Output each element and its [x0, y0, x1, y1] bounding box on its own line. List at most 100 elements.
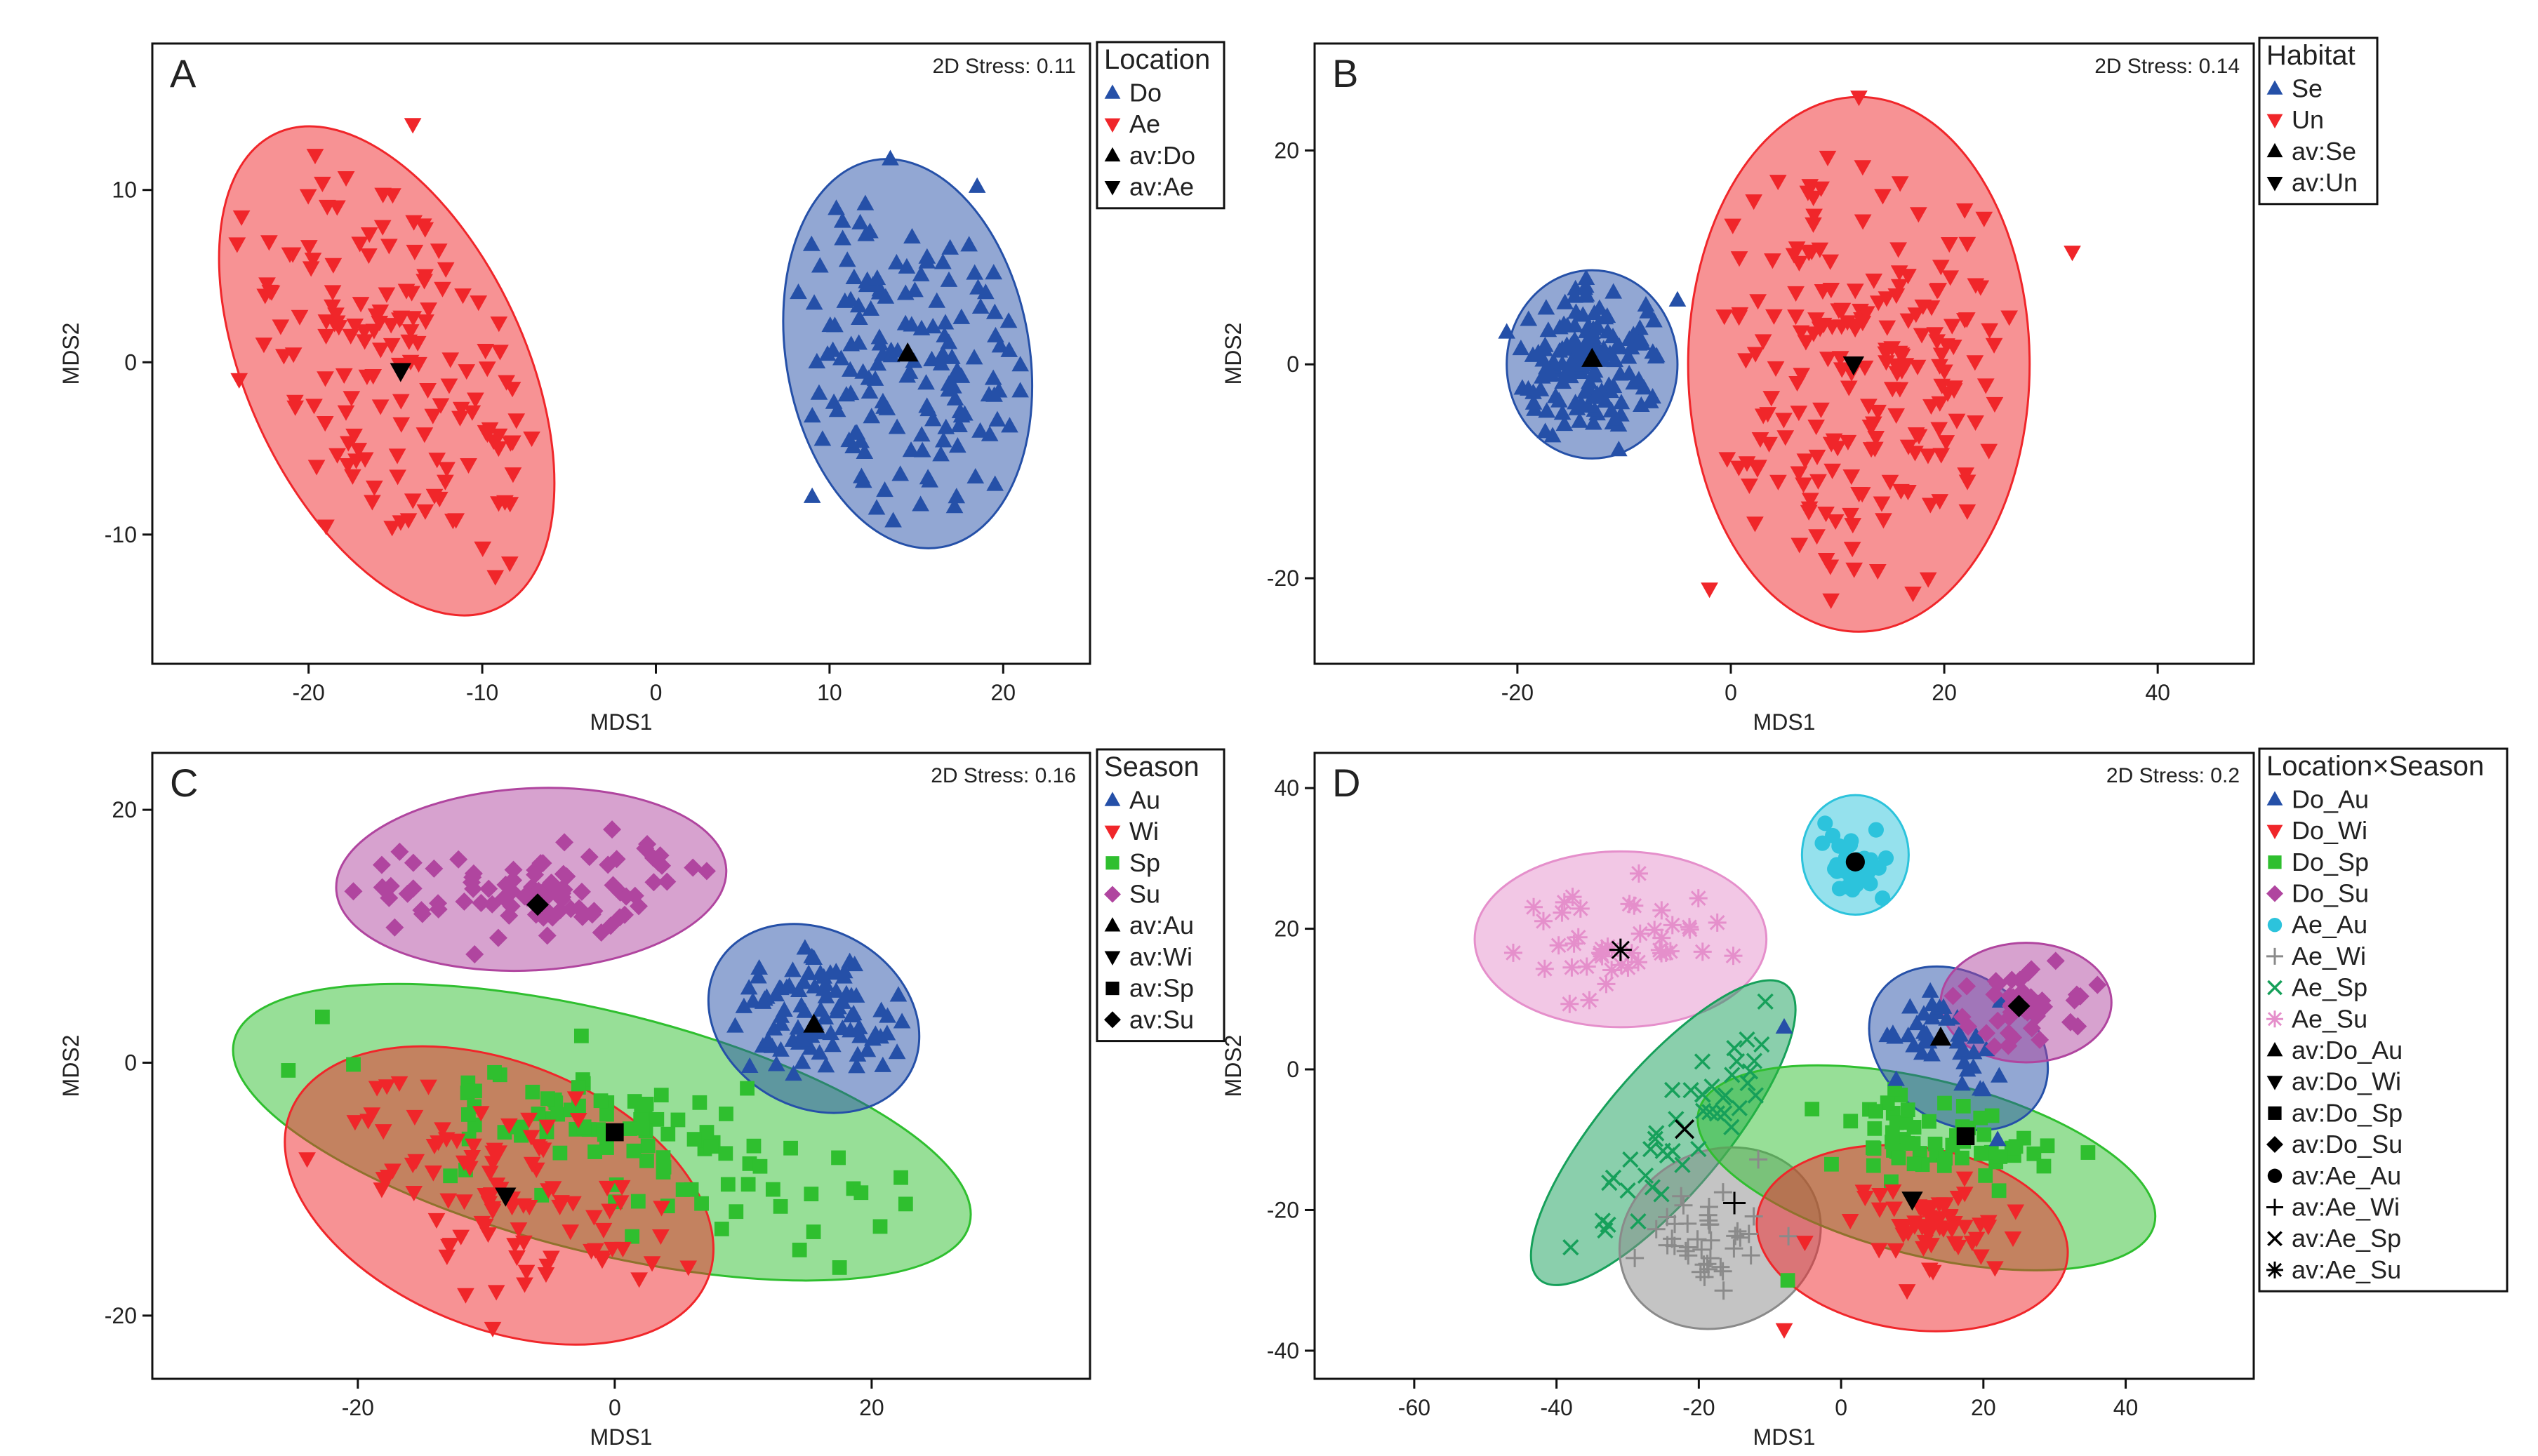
y-tick-label: 20: [1274, 138, 1299, 163]
data-point: [1904, 586, 1922, 603]
data-point: [1723, 1118, 1740, 1135]
data-point: [1812, 402, 1830, 418]
data-point: [1648, 1125, 1665, 1142]
data-point: [399, 513, 418, 529]
data-point: [1674, 1156, 1691, 1173]
legend-marker: [1104, 917, 1121, 932]
plot-area: [218, 118, 1034, 617]
data-point: [298, 1152, 316, 1168]
series-se: [1498, 269, 1687, 457]
data-point: [1787, 309, 1805, 326]
legend-label: av:Wi: [1129, 942, 1192, 971]
data-point: [744, 992, 762, 1008]
data-point: [1833, 302, 1852, 319]
data-point: [630, 1272, 648, 1288]
data-point: [891, 465, 910, 481]
legend-marker: [1105, 856, 1119, 870]
data-point: [1676, 1241, 1695, 1260]
data-point: [924, 410, 942, 427]
x-tick-label: -40: [1541, 1395, 1573, 1420]
data-point: [815, 980, 833, 996]
data-point: [1699, 1260, 1718, 1278]
data-point: [985, 264, 1003, 280]
data-point: [913, 441, 931, 457]
data-point: [359, 1114, 377, 1130]
data-point: [1805, 1102, 1820, 1117]
data-point: [1775, 413, 1793, 429]
data-point: [870, 328, 889, 345]
legend-marker: [2268, 1106, 2282, 1120]
data-point: [626, 1143, 642, 1158]
data-point: [1885, 1201, 1903, 1217]
data-point: [861, 222, 879, 239]
data-point: [622, 1121, 637, 1136]
data-point: [1695, 1267, 1714, 1286]
data-point: [488, 1177, 506, 1194]
data-point: [803, 947, 821, 963]
data-point: [1921, 497, 1939, 514]
data-point: [383, 521, 401, 537]
data-point: [767, 1055, 785, 1071]
data-point: [752, 1158, 768, 1174]
data-point: [299, 189, 317, 205]
data-point: [378, 287, 396, 303]
data-point: [718, 1146, 733, 1161]
data-point: [1665, 1236, 1684, 1255]
data-point: [1854, 1184, 1873, 1201]
data-point: [653, 1088, 669, 1103]
data-point: [971, 298, 990, 314]
data-point: [307, 460, 326, 476]
data-point: [740, 1057, 759, 1074]
data-point: [404, 493, 422, 509]
data-point: [1860, 399, 1878, 415]
data-point: [750, 959, 769, 975]
data-point: [337, 171, 355, 187]
data-point: [599, 1107, 614, 1122]
legend-label: Ae_Sp: [2292, 973, 2367, 1002]
data-point: [630, 1194, 646, 1209]
legend-label: Sp: [1129, 848, 1160, 877]
data-point: [1619, 1182, 1636, 1199]
data-point: [443, 1168, 458, 1184]
data-point: [1963, 1236, 1981, 1252]
series-ae-su: [1503, 864, 1743, 1013]
data-point: [1554, 373, 1572, 389]
data-point: [1844, 518, 1862, 534]
legend-box: [2258, 36, 2379, 206]
data-point: [1576, 277, 1595, 293]
data-point: [2004, 1231, 2022, 1248]
data-point: [806, 977, 824, 994]
data-point: [1817, 507, 1835, 523]
data-point: [542, 874, 561, 893]
data-point: [1949, 1239, 1967, 1255]
data-point: [1918, 1024, 1936, 1041]
data-point: [408, 335, 427, 352]
data-point: [585, 1210, 603, 1226]
legend-marker: [2266, 1198, 2283, 1216]
data-point: [1498, 323, 1516, 339]
data-point: [969, 279, 987, 295]
data-point: [1551, 319, 1569, 335]
data-point: [941, 239, 959, 255]
data-point: [1812, 181, 1830, 197]
data-point: [869, 355, 887, 371]
average-av-sp: [606, 1123, 624, 1142]
data-point: [417, 314, 434, 330]
data-point: [1595, 345, 1613, 361]
data-point: [945, 497, 964, 514]
average-av-ae-su: [1609, 938, 1632, 961]
data-point: [740, 979, 758, 995]
data-point: [314, 176, 331, 192]
data-point: [1769, 474, 1787, 490]
data-point: [1619, 348, 1637, 364]
data-point: [1868, 564, 1887, 580]
y-tick-label: 0: [124, 1050, 137, 1075]
legend-marker: [1104, 84, 1121, 99]
data-point: [1867, 431, 1885, 447]
data-point: [719, 1107, 733, 1121]
data-point: [826, 316, 844, 333]
data-point: [898, 258, 916, 274]
x-tick-label: 10: [817, 680, 842, 705]
data-point: [1948, 413, 1966, 429]
data-point: [888, 253, 905, 269]
